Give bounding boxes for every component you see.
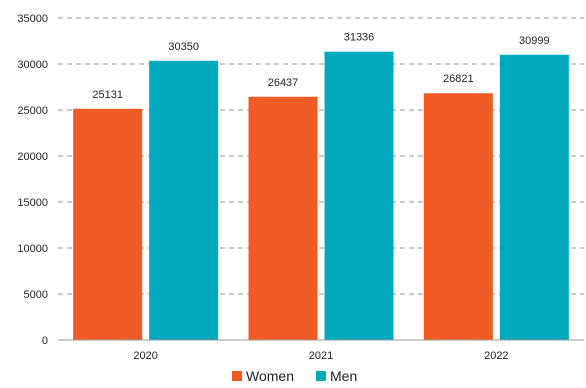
grid-lines [58,17,584,295]
bar-men-2021 [324,51,394,340]
data-label: 25131 [92,89,123,101]
data-label: 30350 [168,41,199,53]
y-tick-label: 25000 [17,105,48,117]
bar-men-2022 [499,54,569,340]
data-label: 26821 [443,73,474,85]
legend-label-women: Women [246,368,294,384]
legend-swatch-men [316,371,326,381]
x-tick-label: 2021 [309,350,333,362]
legend-label-men: Men [330,368,357,384]
bar-women-2022 [423,93,493,341]
bar-women-2020 [73,108,143,340]
x-tick-label: 2022 [484,350,508,362]
y-tick-label: 15000 [17,197,48,209]
x-tick-label: 2020 [133,350,157,362]
y-tick-label: 35000 [17,13,48,25]
y-tick-label: 10000 [17,243,48,255]
data-label: 31336 [344,32,375,44]
y-axis-ticks: 0 5000 10000 15000 20000 25000 30000 35000 [17,13,48,347]
data-label: 26437 [268,77,299,89]
y-tick-label: 5000 [24,289,48,301]
data-label: 30999 [519,35,550,47]
bar-men-2020 [149,60,219,340]
legend-swatch-women [232,371,242,381]
y-tick-label: 20000 [17,151,48,163]
data-labels: 25131 30350 26437 31336 26821 30999 [92,32,549,101]
bars [73,51,569,341]
legend: Women Men [232,368,357,384]
y-tick-label: 0 [42,335,48,347]
y-tick-label: 30000 [17,59,48,71]
bar-women-2021 [248,96,318,340]
x-axis-ticks: 2020 2021 2022 [133,350,508,362]
